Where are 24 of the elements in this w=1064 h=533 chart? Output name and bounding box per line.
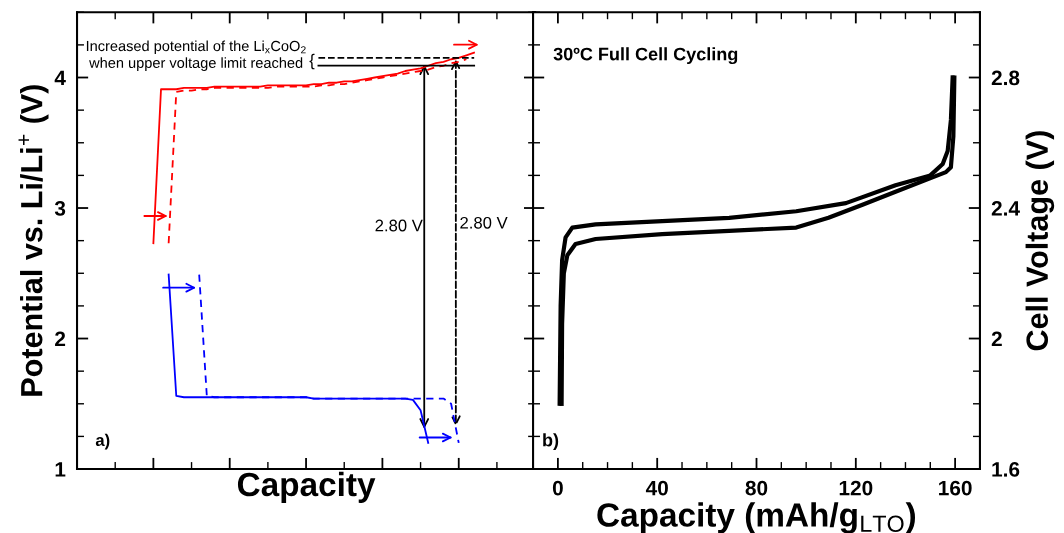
x-tick-label: 120 xyxy=(839,480,873,496)
y-tick-label: 4 xyxy=(54,70,66,86)
x-tick-label: 0 xyxy=(552,480,563,496)
y-axis-title: Potential vs. Li/Li$^{+}$ (V) xyxy=(18,85,49,396)
annotation: { xyxy=(309,53,315,70)
annotation: 2.80 V xyxy=(375,219,423,232)
y-tick-label: 1 xyxy=(55,462,66,477)
y-tick-label: 2.8 xyxy=(991,70,1020,86)
x-tick-label: 160 xyxy=(939,480,972,496)
annotation: b) xyxy=(543,433,559,451)
annotation: 2.80 V xyxy=(460,216,508,229)
y-tick-label: 2 xyxy=(55,331,66,347)
y-tick-label: 3 xyxy=(54,201,66,216)
y-tick-label: 1.6 xyxy=(992,462,1020,477)
x-axis-title: Capacity xyxy=(237,471,376,503)
x-tick-label: 40 xyxy=(645,480,668,496)
annotation: Increased potential of the Li$_{x}$CoO$_{2}$ when upper voltage limit reached xyxy=(86,40,306,71)
annotation: a) xyxy=(95,433,110,450)
annotation: 30ºC Full Cell Cycling xyxy=(553,47,738,65)
y-tick-label: 2.4 xyxy=(991,201,1020,216)
y-tick-label: 2 xyxy=(991,331,1002,347)
y-axis-title: Cell Voltage (V) xyxy=(1025,131,1055,351)
x-axis-title: Capacity (mAh/g$_{LTO}$) xyxy=(597,502,916,533)
x-tick-label: 80 xyxy=(745,480,768,496)
